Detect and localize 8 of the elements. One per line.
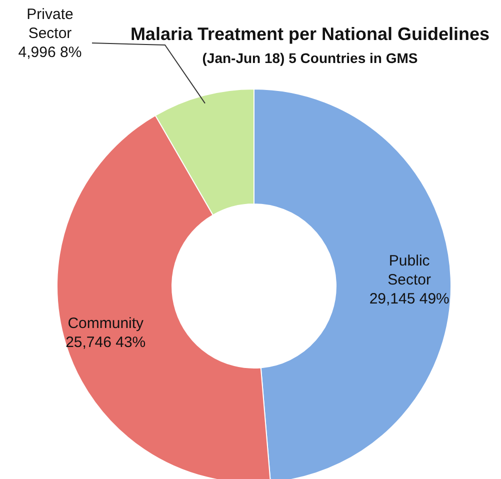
text: (Jan-Jun 18) 5 Countries in GMS (202, 50, 418, 66)
data-label: 25,746 43% (66, 334, 146, 352)
slice-label: Community (68, 315, 144, 332)
data-label: 4,996 8% (18, 44, 82, 61)
text: Malaria Treatment per National Guidelines (130, 24, 490, 44)
slice-label: Private Sector (26, 6, 74, 42)
data-label: 29,145 49% (369, 290, 450, 308)
slice-label: Public Sector (388, 252, 432, 288)
